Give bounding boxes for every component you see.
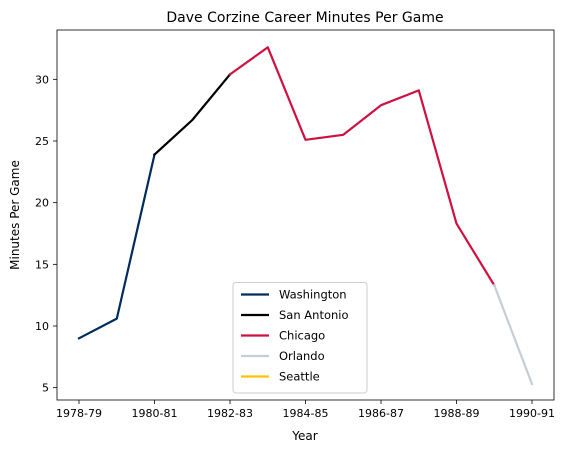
series-line-orlando [492, 283, 534, 386]
x-tick-label: 1984-85 [283, 407, 329, 420]
legend-label-orlando: Orlando [279, 349, 325, 363]
y-tick-label: 25 [35, 135, 49, 148]
x-tick-label: 1988-89 [434, 407, 480, 420]
y-tick-label: 30 [35, 73, 49, 86]
legend-box [232, 282, 368, 394]
legend-label-washington: Washington [279, 288, 347, 302]
y-tick-label: 10 [35, 320, 49, 333]
x-axis-label: Year [291, 429, 317, 443]
y-tick-label: 15 [35, 258, 49, 271]
series-line-san-antonio [152, 72, 232, 157]
y-axis-label: Minutes Per Game [8, 160, 22, 270]
y-tick-label: 20 [35, 197, 49, 210]
x-tick-label: 1978-79 [56, 407, 102, 420]
chart-title: Dave Corzine Career Minutes Per Game [166, 10, 443, 26]
legend-label-seattle: Seattle [279, 370, 320, 384]
x-tick-label: 1982-83 [207, 407, 253, 420]
plot-frame [56, 29, 555, 401]
series-line-chicago [228, 46, 496, 287]
x-tick-label: 1986-87 [358, 407, 404, 420]
y-tick-label: 5 [42, 382, 49, 395]
legend-label-chicago: Chicago [279, 329, 325, 343]
x-tick-label: 1980-81 [132, 407, 178, 420]
series-line-washington [77, 153, 156, 340]
legend-label-san-antonio: San Antonio [279, 308, 349, 322]
x-tick-label: 1990-91 [509, 407, 555, 420]
plot-area: 5 10 15 20 25 30 1978-79 1980-81 1982-83 1984-85 1… [35, 46, 555, 420]
legend: Washington San Antonio Chicago Orlando Seatt… [232, 282, 368, 394]
